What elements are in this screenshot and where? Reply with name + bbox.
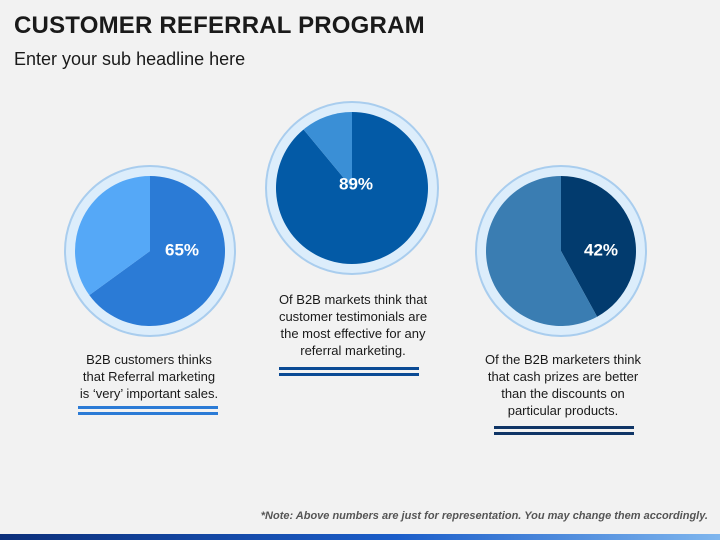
pie-slice xyxy=(276,111,429,264)
caption-line: Of B2B markets think that xyxy=(278,292,428,307)
caption-underline xyxy=(78,412,218,415)
caption-underline xyxy=(494,426,634,429)
caption-line: that Referral marketing xyxy=(82,369,216,384)
pie-chart-1: 65% xyxy=(64,165,236,415)
pie-chart-2: 89% xyxy=(265,101,439,376)
caption-line: is ‘very’ important sales. xyxy=(79,386,219,401)
pie-slice xyxy=(561,176,636,317)
caption-underline xyxy=(279,373,419,376)
caption-line: than the discounts on xyxy=(501,386,625,401)
pie-slice xyxy=(485,176,598,327)
caption-line: the most effective for any xyxy=(280,326,426,341)
data-label: 89% xyxy=(339,174,373,193)
caption-underline xyxy=(279,367,419,370)
caption-chart-3: Of the B2B marketers think that cash pri… xyxy=(473,351,653,419)
caption-line: that cash prizes are better xyxy=(487,369,639,384)
data-label: 42% xyxy=(584,240,618,259)
caption-chart-2: Of B2B markets think that customer testi… xyxy=(263,291,443,359)
caption-chart-1: B2B customers thinks that Referral marke… xyxy=(59,351,239,402)
pie-chart-3: 42% xyxy=(475,165,647,435)
pie-slice xyxy=(89,176,225,327)
caption-line: particular products. xyxy=(507,403,619,418)
caption-line: Of the B2B marketers think xyxy=(484,352,642,367)
page-title: CUSTOMER REFERRAL PROGRAM xyxy=(14,12,425,39)
caption-line: B2B customers thinks xyxy=(86,352,212,367)
caption-line: referral marketing. xyxy=(300,343,406,358)
caption-line: customer testimonials are xyxy=(278,309,428,324)
caption-underline xyxy=(494,432,634,435)
caption-underline xyxy=(78,406,218,409)
pie-slice xyxy=(75,176,150,296)
footer-bar xyxy=(0,534,720,540)
footnote: *Note: Above numbers are just for repres… xyxy=(260,510,708,522)
data-label: 65% xyxy=(165,240,199,259)
pie-slice xyxy=(303,112,352,188)
page-subtitle: Enter your sub headline here xyxy=(14,49,246,69)
